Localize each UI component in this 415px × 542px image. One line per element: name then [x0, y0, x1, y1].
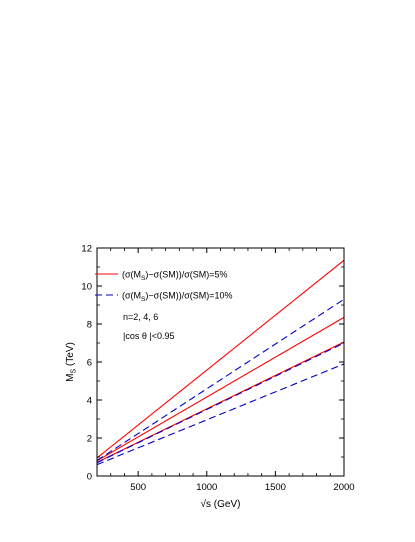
series-line-2 [96, 316, 345, 462]
y-tick-label: 6 [87, 358, 92, 369]
y-tick-label: 12 [81, 244, 92, 255]
y-tick-label: 10 [81, 282, 92, 293]
annotation-2: |cos θ |<0.95 [123, 331, 174, 341]
y-tick-label: 2 [87, 434, 92, 445]
x-tick-label: 500 [130, 482, 146, 493]
series-line-5 [96, 342, 345, 464]
annotation-1: n=2, 4, 6 [123, 312, 158, 322]
plot-frame [96, 247, 345, 477]
series-layer [96, 259, 345, 466]
x-axis-label: √s (GeV) [201, 498, 241, 510]
legend-label-2: (σ(MS)−σ(SM))/σ(SM)=10% [122, 291, 233, 304]
series-line-3 [96, 341, 345, 463]
series-line-4 [96, 298, 345, 461]
series-line-6 [96, 363, 345, 466]
legend-label-1: (σ(MS)−σ(SM))/σ(SM)=5% [122, 270, 228, 283]
y-tick-label: 4 [87, 396, 92, 407]
y-axis-label: MS (TeV) [65, 342, 78, 382]
x-tick-label: 1500 [265, 482, 286, 493]
labels-layer: 500 1000 1500 2000 0 2 4 6 8 10 12 √s (GeV) MS (TeV) [65, 244, 355, 511]
legend: (σ(MS)−σ(SM))/σ(SM)=5% (σ(MS)−σ(SM))/σ(SM… [95, 270, 233, 304]
y-tick-label: 0 [87, 472, 92, 483]
y-tick-label: 8 [87, 320, 92, 331]
ticks-layer [97, 247, 345, 477]
x-tick-label: 1000 [196, 482, 217, 493]
annotations: n=2, 4, 6 |cos θ |<0.95 [123, 312, 174, 341]
series-line-1 [96, 259, 345, 459]
x-tick-label: 2000 [333, 482, 354, 493]
